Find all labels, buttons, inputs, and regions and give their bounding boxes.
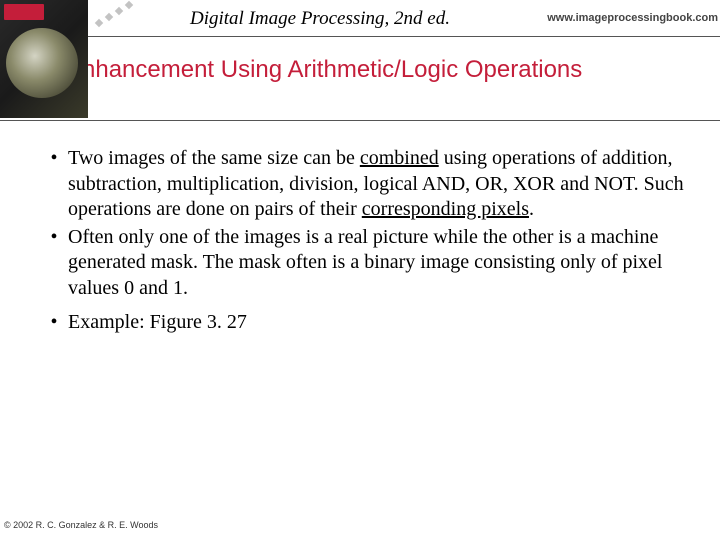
- content-area: • Two images of the same size can be com…: [40, 146, 690, 337]
- bullet-item: • Example: Figure 3. 27: [40, 310, 690, 336]
- bullet-dot: •: [40, 310, 68, 336]
- title-rule: [0, 120, 720, 121]
- header-rule: [88, 36, 720, 37]
- footer-copyright: © 2002 R. C. Gonzalez & R. E. Woods: [4, 520, 158, 530]
- bullet-text: Two images of the same size can be combi…: [68, 146, 690, 223]
- header-url: www.imageprocessingbook.com: [547, 12, 718, 24]
- text-underlined: combined: [360, 147, 439, 169]
- header-title: Digital Image Processing, 2nd ed.: [120, 8, 520, 30]
- bullet-item: • Often only one of the images is a real…: [40, 225, 690, 302]
- book-cover-thumbnail: [0, 0, 88, 118]
- bullet-text: Often only one of the images is a real p…: [68, 225, 690, 302]
- bullet-text: Example: Figure 3. 27: [68, 310, 690, 336]
- text-fragment: .: [529, 198, 534, 220]
- bullet-item: • Two images of the same size can be com…: [40, 146, 690, 223]
- bullet-dot: •: [40, 146, 68, 223]
- slide-title: Enhancement Using Arithmetic/Logic Opera…: [66, 56, 582, 84]
- bullet-dot: •: [40, 225, 68, 302]
- text-fragment: Two images of the same size can be: [68, 147, 360, 169]
- header: Digital Image Processing, 2nd ed. www.im…: [0, 0, 720, 38]
- text-underlined: corresponding pixels: [362, 198, 529, 220]
